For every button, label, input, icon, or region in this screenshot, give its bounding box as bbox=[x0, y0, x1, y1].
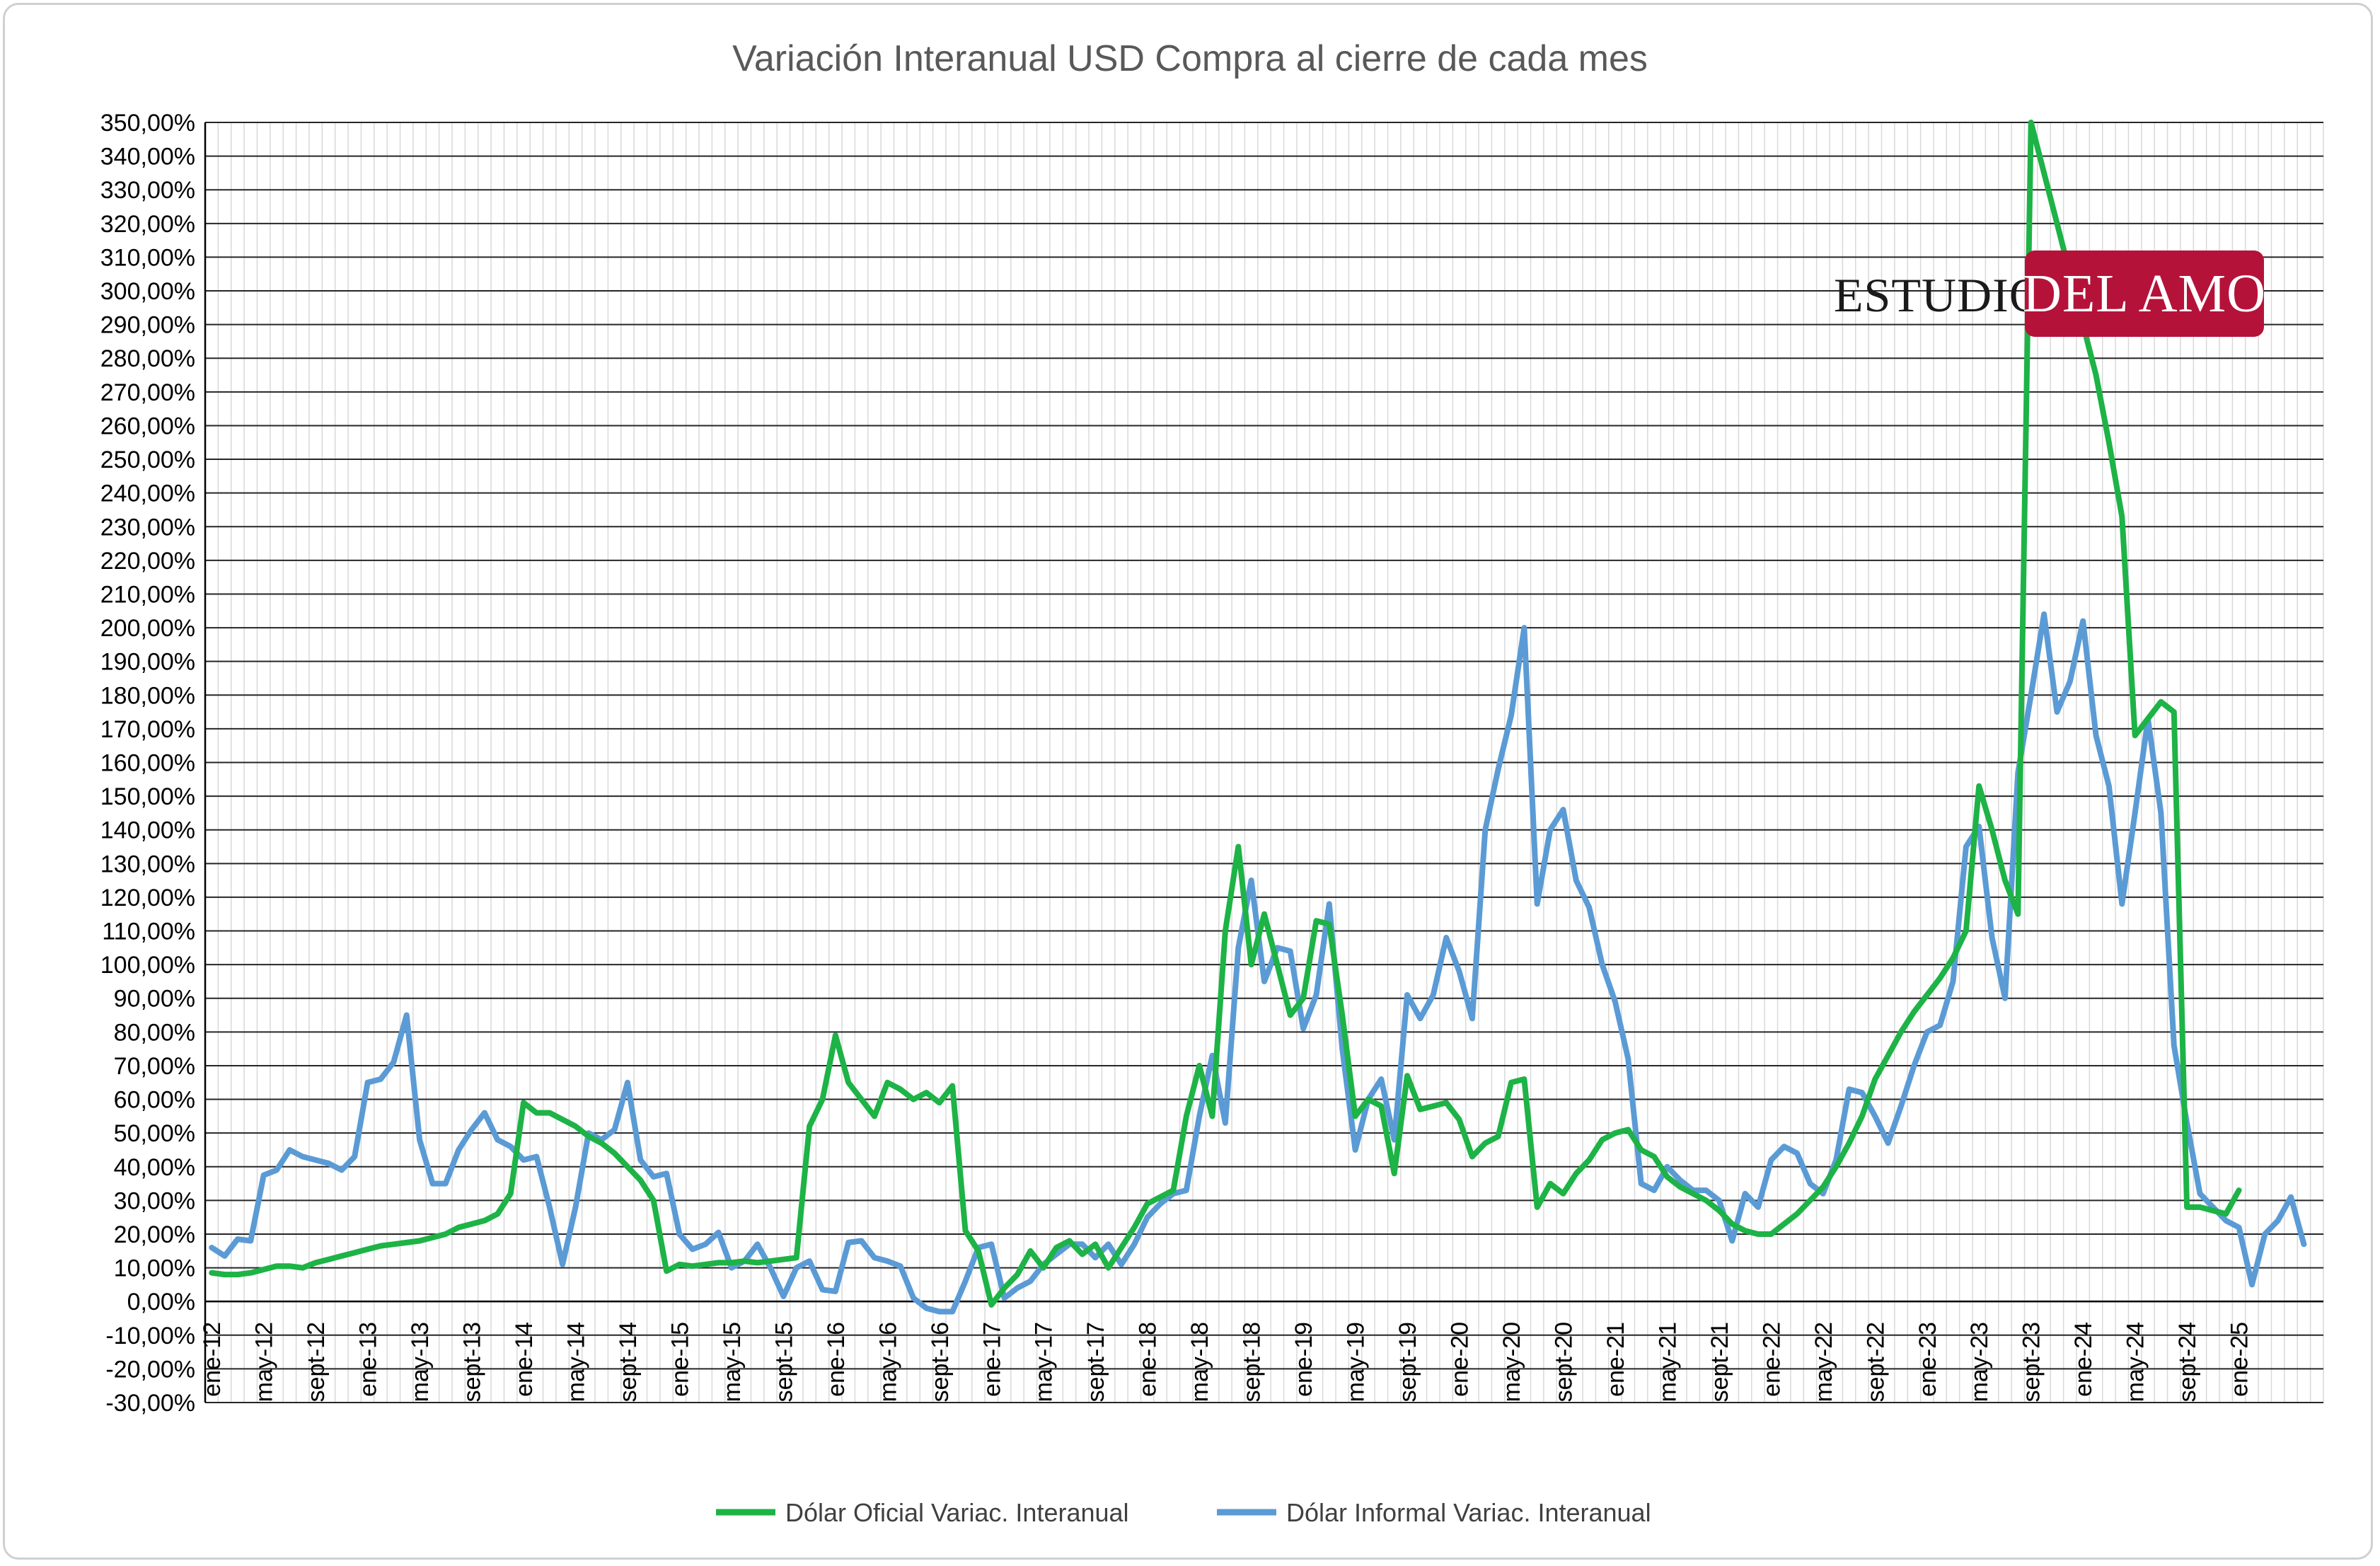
x-tick-label: sept-17 bbox=[1082, 1322, 1109, 1402]
y-tick-label: 70,00% bbox=[114, 1053, 195, 1080]
y-tick-label: 190,00% bbox=[100, 649, 195, 676]
y-tick-label: 290,00% bbox=[100, 312, 195, 339]
x-tick-label: may-12 bbox=[251, 1322, 278, 1402]
y-tick-label: 220,00% bbox=[100, 548, 195, 575]
y-tick-label: 300,00% bbox=[100, 278, 195, 305]
y-tick-label: 0,00% bbox=[127, 1289, 195, 1315]
x-tick-label: ene-23 bbox=[1914, 1322, 1941, 1397]
x-tick-label: ene-15 bbox=[666, 1322, 693, 1397]
y-tick-label: 110,00% bbox=[102, 919, 195, 945]
x-tick-label: ene-21 bbox=[1602, 1322, 1629, 1397]
y-tick-label: 160,00% bbox=[100, 750, 195, 777]
legend: Dólar Oficial Variac. Interanual Dólar I… bbox=[716, 1498, 1651, 1527]
y-tick-label: 330,00% bbox=[100, 177, 195, 204]
y-tick-label: 230,00% bbox=[100, 514, 195, 541]
x-tick-label: may-13 bbox=[407, 1322, 434, 1402]
y-tick-label: 200,00% bbox=[100, 615, 195, 642]
series-lines bbox=[209, 120, 2307, 1315]
x-tick-label: sept-15 bbox=[770, 1322, 797, 1402]
x-tick-label: ene-14 bbox=[511, 1322, 538, 1397]
y-tick-label: 240,00% bbox=[100, 480, 195, 507]
x-tick-label: ene-25 bbox=[2226, 1322, 2253, 1397]
estudio-del-amo-logo: ESTUDIO DEL AMO bbox=[1834, 251, 2266, 337]
y-tick-label: 270,00% bbox=[100, 379, 195, 406]
legend-label-informal: Dólar Informal Variac. Interanual bbox=[1286, 1498, 1651, 1527]
x-tick-label: ene-17 bbox=[978, 1322, 1005, 1397]
chart-frame bbox=[3, 3, 2373, 1560]
y-tick-label: 50,00% bbox=[114, 1120, 195, 1147]
y-tick-label: 210,00% bbox=[100, 581, 195, 608]
x-tick-label: may-23 bbox=[1966, 1322, 1993, 1402]
x-tick-label: sept-12 bbox=[303, 1322, 330, 1402]
x-tick-label: ene-19 bbox=[1290, 1322, 1317, 1397]
y-tick-label: 140,00% bbox=[100, 817, 195, 844]
legend-label-oficial: Dólar Oficial Variac. Interanual bbox=[785, 1498, 1129, 1527]
x-tick-label: may-14 bbox=[562, 1322, 589, 1402]
y-tick-label: 310,00% bbox=[100, 244, 195, 271]
x-tick-label: may-16 bbox=[874, 1322, 901, 1402]
x-tick-label: sept-21 bbox=[1706, 1322, 1733, 1402]
x-tick-label: may-22 bbox=[1810, 1322, 1837, 1402]
y-tick-label: 150,00% bbox=[100, 783, 195, 810]
x-tick-label: sept-24 bbox=[2174, 1322, 2201, 1402]
y-tick-label: 320,00% bbox=[100, 211, 195, 238]
y-tick-label: 100,00% bbox=[100, 952, 195, 979]
y-tick-label: 90,00% bbox=[114, 986, 195, 1013]
y-tick-label: 170,00% bbox=[100, 716, 195, 743]
x-tick-label: sept-18 bbox=[1239, 1322, 1266, 1402]
x-tick-label: sept-13 bbox=[459, 1322, 486, 1402]
x-tick-label: may-17 bbox=[1031, 1322, 1058, 1402]
y-tick-label: -30,00% bbox=[105, 1390, 195, 1417]
x-tick-label: may-21 bbox=[1654, 1322, 1681, 1402]
x-tick-label: may-15 bbox=[719, 1322, 746, 1402]
x-tick-label: ene-12 bbox=[199, 1322, 226, 1397]
y-tick-label: 280,00% bbox=[100, 345, 195, 372]
x-tick-label: may-24 bbox=[2122, 1322, 2149, 1402]
y-tick-label: 20,00% bbox=[114, 1221, 195, 1248]
x-tick-label: sept-16 bbox=[927, 1322, 954, 1402]
y-tick-label: 350,00% bbox=[100, 110, 195, 137]
x-tick-label: sept-23 bbox=[2018, 1322, 2045, 1402]
x-axis: ene-12 may-12 sept-12 ene-13 may-13 sept-13 en… bbox=[199, 1300, 2323, 1402]
y-tick-label: 340,00% bbox=[100, 144, 195, 171]
x-tick-label: sept-19 bbox=[1394, 1322, 1421, 1402]
y-tick-label: 80,00% bbox=[114, 1019, 195, 1046]
y-tick-label: -10,00% bbox=[105, 1323, 195, 1349]
y-tick-label: 250,00% bbox=[100, 447, 195, 473]
x-tick-label: ene-13 bbox=[355, 1322, 382, 1397]
x-tick-label: ene-22 bbox=[1758, 1322, 1785, 1397]
y-tick-label: 60,00% bbox=[114, 1087, 195, 1114]
series-line-oficial bbox=[209, 120, 2242, 1308]
y-tick-label: 30,00% bbox=[114, 1187, 195, 1214]
y-tick-label: 130,00% bbox=[100, 851, 195, 877]
chart-title: Variación Interanual USD Compra al cierr… bbox=[732, 38, 1648, 79]
x-tick-label: ene-16 bbox=[823, 1322, 850, 1397]
y-axis: 350,00% 340,00% 330,00% 320,00% 310,00% 300,0… bbox=[100, 110, 207, 1417]
x-tick-label: ene-24 bbox=[2070, 1322, 2097, 1397]
y-tick-label: 40,00% bbox=[114, 1154, 195, 1181]
x-tick-label: ene-18 bbox=[1135, 1322, 1162, 1397]
y-tick-label: 120,00% bbox=[100, 885, 195, 911]
x-tick-label: may-20 bbox=[1498, 1322, 1525, 1402]
x-tick-label: sept-22 bbox=[1862, 1322, 1889, 1402]
x-tick-label: may-19 bbox=[1343, 1322, 1370, 1402]
x-tick-label: ene-20 bbox=[1447, 1322, 1474, 1397]
x-tick-label: may-18 bbox=[1186, 1322, 1213, 1402]
x-tick-label: sept-20 bbox=[1550, 1322, 1577, 1402]
logo-badge bbox=[2025, 251, 2264, 337]
y-tick-label: 180,00% bbox=[100, 682, 195, 709]
y-tick-label: 10,00% bbox=[114, 1255, 195, 1282]
x-tick-label: sept-14 bbox=[615, 1322, 642, 1402]
y-tick-label: 260,00% bbox=[100, 413, 195, 439]
logo-text-del-amo: DEL AMO bbox=[2023, 264, 2266, 323]
y-tick-label: -20,00% bbox=[105, 1356, 195, 1383]
logo-text-estudio: ESTUDIO bbox=[1834, 268, 2045, 322]
